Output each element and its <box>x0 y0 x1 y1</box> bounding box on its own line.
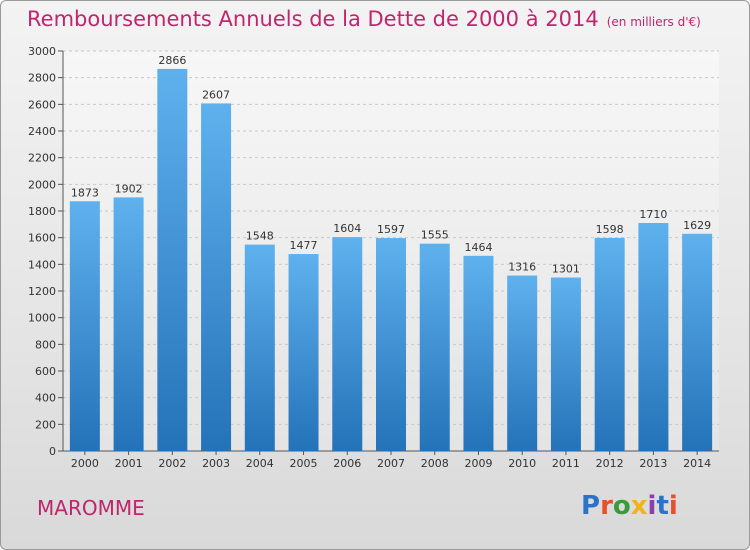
logo-letter: t <box>656 491 669 521</box>
bar <box>507 275 538 451</box>
x-tick-label: 2004 <box>246 457 274 470</box>
plot-area: 0 200 400 600 800 1000 1200 1400 1600 1800 2000 220… <box>28 45 719 470</box>
data-label: 2866 <box>158 54 186 67</box>
y-tick-label: 2800 <box>28 72 56 85</box>
data-label: 1598 <box>596 223 624 236</box>
y-tick-label: 400 <box>35 392 56 405</box>
y-tick-label: 200 <box>35 418 56 431</box>
x-tick-label: 2014 <box>683 457 711 470</box>
logo-letter: r <box>600 491 613 521</box>
bar <box>550 277 581 451</box>
bar <box>157 68 188 451</box>
bar <box>638 223 669 451</box>
bar <box>594 237 625 451</box>
data-label: 1873 <box>71 186 99 199</box>
y-tick-label: 1000 <box>28 312 56 325</box>
logo-letter: i <box>668 491 678 521</box>
x-tick-label: 2003 <box>202 457 230 470</box>
y-tick-label: 1800 <box>28 205 56 218</box>
proxiti-logo: Proxiti <box>581 491 678 521</box>
logo-letter: P <box>581 491 601 521</box>
bar <box>288 254 319 451</box>
y-tick-label: 3000 <box>28 45 56 58</box>
data-label: 1464 <box>464 241 492 254</box>
y-tick-label: 2400 <box>28 125 56 138</box>
logo-letter: i <box>647 491 657 521</box>
y-tick-label: 2200 <box>28 152 56 165</box>
x-tick-label: 2010 <box>508 457 536 470</box>
data-label: 1301 <box>552 263 580 276</box>
bar <box>463 255 494 451</box>
data-label: 1555 <box>421 229 449 242</box>
x-tick-label: 2012 <box>596 457 624 470</box>
chart-title: Remboursements Annuels de la Dette de 20… <box>27 7 701 31</box>
title-text: Remboursements Annuels de la Dette de 20… <box>27 7 599 31</box>
data-label: 1902 <box>115 182 143 195</box>
chart-subtitle: (en milliers d'€) <box>606 15 701 29</box>
x-tick-label: 2013 <box>639 457 667 470</box>
y-tick-label: 800 <box>35 338 56 351</box>
x-tick-label: 2001 <box>115 457 143 470</box>
data-label: 1477 <box>290 239 318 252</box>
y-tick-label: 2600 <box>28 98 56 111</box>
data-label: 1629 <box>683 219 711 232</box>
x-tick-label: 2009 <box>464 457 492 470</box>
x-tick-label: 2007 <box>377 457 405 470</box>
bar <box>332 237 363 451</box>
bar <box>419 243 450 451</box>
y-tick-label: 1600 <box>28 232 56 245</box>
data-label: 1597 <box>377 223 405 236</box>
bar <box>201 103 232 452</box>
x-tick-label: 2008 <box>421 457 449 470</box>
x-tick-label: 2002 <box>158 457 186 470</box>
data-label: 1316 <box>508 261 536 274</box>
y-tick-label: 0 <box>49 445 56 458</box>
x-tick-label: 2000 <box>71 457 99 470</box>
data-label: 1710 <box>639 208 667 221</box>
bar <box>376 238 406 451</box>
x-tick-label: 2005 <box>290 457 318 470</box>
bar <box>113 197 144 451</box>
y-tick-label: 1400 <box>28 258 56 271</box>
bar <box>244 244 275 451</box>
data-label: 1548 <box>246 230 274 243</box>
city-name: MAROMME <box>37 496 145 520</box>
logo-letter: o <box>612 491 631 521</box>
y-tick-label: 2000 <box>28 178 56 191</box>
y-tick-label: 1200 <box>28 285 56 298</box>
data-label: 2607 <box>202 88 230 101</box>
bar <box>682 233 713 451</box>
x-tick-label: 2011 <box>552 457 580 470</box>
logo-letter: x <box>630 491 648 521</box>
data-label: 1604 <box>333 222 361 235</box>
bar <box>69 201 100 451</box>
y-tick-label: 600 <box>35 365 56 378</box>
x-tick-label: 2006 <box>333 457 361 470</box>
